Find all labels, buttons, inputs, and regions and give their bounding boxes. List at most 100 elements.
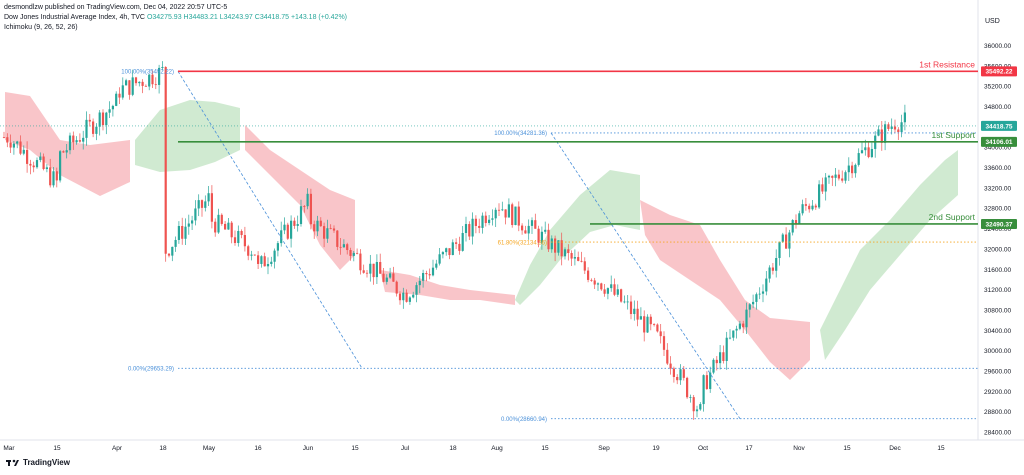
candle-body bbox=[877, 129, 880, 136]
candle bbox=[412, 291, 415, 299]
candle-body bbox=[52, 171, 55, 186]
candle-body bbox=[309, 193, 312, 225]
candle bbox=[26, 141, 29, 173]
candle-body bbox=[167, 253, 171, 256]
candle-body bbox=[791, 220, 794, 233]
candle bbox=[514, 206, 517, 226]
candle-body bbox=[662, 336, 666, 350]
candle-body bbox=[880, 129, 883, 143]
candle bbox=[125, 78, 128, 86]
candle-body bbox=[851, 165, 854, 174]
candle-body bbox=[491, 218, 494, 220]
candle-body bbox=[488, 219, 491, 224]
candle bbox=[679, 364, 682, 385]
candle-body bbox=[785, 234, 788, 249]
candle bbox=[365, 270, 369, 278]
candle bbox=[768, 265, 771, 283]
candle bbox=[369, 254, 372, 282]
candle-body bbox=[827, 175, 831, 178]
x-tick-label: 18 bbox=[159, 445, 167, 452]
candle bbox=[92, 118, 95, 138]
candle bbox=[422, 269, 425, 288]
candle bbox=[425, 270, 428, 282]
x-tick-label: 19 bbox=[652, 445, 660, 452]
candle bbox=[867, 141, 870, 159]
candle-body bbox=[29, 163, 32, 166]
candle-body bbox=[207, 193, 210, 202]
candle-body bbox=[573, 257, 576, 259]
indicator-line: Ichimoku (9, 26, 52, 26) bbox=[4, 24, 78, 31]
candle bbox=[738, 320, 741, 331]
candle bbox=[659, 323, 662, 344]
candle-body bbox=[181, 225, 184, 239]
candle-body bbox=[847, 165, 850, 173]
candle-body bbox=[342, 244, 345, 248]
candle bbox=[567, 244, 570, 261]
y-tick-label: 28800.00 bbox=[984, 409, 1011, 416]
candle-body bbox=[626, 301, 629, 303]
candle bbox=[342, 239, 345, 248]
candle-body bbox=[821, 184, 824, 192]
candle-body bbox=[900, 122, 903, 133]
candle bbox=[593, 277, 596, 290]
candle-body bbox=[283, 224, 286, 231]
tradingview-logo-icon bbox=[6, 459, 19, 466]
candle-body bbox=[237, 230, 240, 244]
candle-body bbox=[349, 250, 352, 256]
candle bbox=[464, 216, 468, 242]
candle-body bbox=[497, 209, 501, 211]
candle bbox=[785, 227, 788, 249]
candle bbox=[854, 163, 857, 178]
candle bbox=[204, 195, 207, 212]
candle-body bbox=[336, 230, 339, 247]
candle bbox=[606, 287, 609, 300]
candle bbox=[177, 221, 180, 244]
candle bbox=[247, 244, 250, 261]
candle-body bbox=[151, 74, 154, 85]
candle bbox=[540, 226, 543, 250]
candle bbox=[290, 215, 293, 248]
candle-body bbox=[547, 229, 550, 250]
candle-body bbox=[62, 151, 65, 153]
candle-body bbox=[260, 256, 263, 264]
candle-body bbox=[296, 224, 299, 226]
candle-body bbox=[428, 274, 431, 276]
candle-body bbox=[128, 80, 131, 95]
candle bbox=[42, 153, 45, 171]
candle bbox=[164, 66, 167, 262]
candle bbox=[587, 267, 590, 283]
candle-body bbox=[22, 149, 25, 154]
candle bbox=[573, 249, 576, 266]
candle-body bbox=[897, 129, 900, 133]
candle bbox=[174, 236, 177, 252]
trend-line bbox=[550, 132, 741, 419]
candle bbox=[191, 215, 194, 230]
y-tick-label: 29600.00 bbox=[984, 368, 1011, 375]
candle-body bbox=[19, 141, 22, 154]
candle bbox=[32, 161, 35, 173]
candle bbox=[507, 198, 510, 218]
candle-body bbox=[768, 267, 771, 279]
candle-body bbox=[501, 209, 504, 211]
candle-body bbox=[728, 337, 732, 339]
candle-body bbox=[841, 178, 844, 181]
candle bbox=[250, 250, 253, 261]
candle bbox=[329, 224, 332, 230]
y-tick-label: 35200.00 bbox=[984, 84, 1011, 91]
level-price-tag bbox=[981, 136, 1017, 147]
candle-body bbox=[748, 304, 751, 310]
candle bbox=[39, 152, 42, 163]
candle bbox=[705, 371, 708, 391]
candle bbox=[98, 110, 101, 136]
candle-body bbox=[200, 200, 204, 208]
candle-body bbox=[270, 261, 273, 265]
candle bbox=[583, 257, 586, 275]
candle bbox=[336, 230, 339, 251]
candle bbox=[82, 130, 85, 150]
level-price-text: 34106.01 bbox=[985, 139, 1012, 146]
candle bbox=[722, 345, 725, 364]
candle-body bbox=[563, 249, 567, 257]
candle-body bbox=[184, 226, 187, 239]
level-name: 1st Resistance bbox=[919, 59, 975, 69]
